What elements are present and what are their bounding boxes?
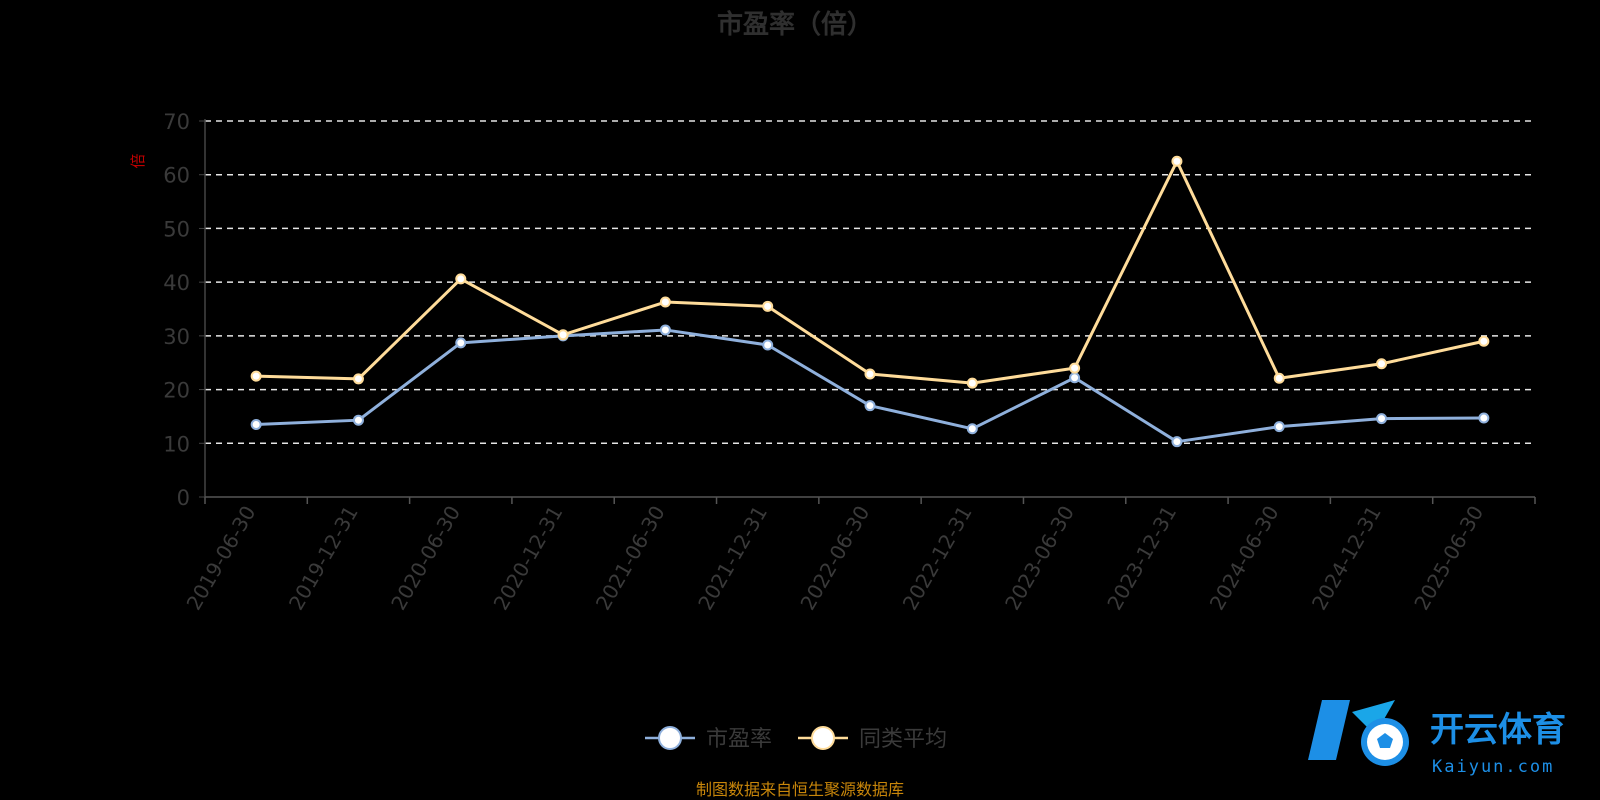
legend-label[interactable]: 同类平均 bbox=[859, 727, 947, 752]
x-tick-label: 2023-06-30 bbox=[1000, 502, 1079, 615]
data-point[interactable] bbox=[1478, 412, 1490, 424]
data-point[interactable] bbox=[966, 377, 978, 389]
data-point[interactable] bbox=[762, 300, 774, 312]
data-point[interactable] bbox=[455, 273, 467, 285]
source-note: 制图数据来自恒生聚源数据库 bbox=[696, 780, 904, 799]
series-line bbox=[256, 328, 1484, 444]
data-point[interactable] bbox=[352, 414, 364, 426]
series-line bbox=[256, 159, 1485, 385]
y-axis-ticks: 0 10 20 30 40 50 60 70 bbox=[163, 110, 206, 510]
y-axis-unit-label: 倍 bbox=[129, 153, 147, 168]
data-point[interactable] bbox=[1273, 372, 1285, 384]
x-tick-label: 2020-06-30 bbox=[386, 502, 465, 615]
data-point[interactable] bbox=[864, 368, 876, 380]
data-point[interactable] bbox=[1478, 335, 1490, 347]
watermark-domain: Kaiyun.com bbox=[1432, 757, 1554, 777]
data-point[interactable] bbox=[1376, 413, 1388, 425]
x-tick-label: 2020-12-31 bbox=[489, 502, 568, 615]
kaiyun-logo-icon bbox=[1308, 700, 1409, 766]
data-point[interactable] bbox=[864, 400, 876, 412]
y-tick-label: 20 bbox=[163, 379, 190, 403]
x-axis: 2019-06-30 2019-12-31 2020-06-30 2020-12-31… bbox=[182, 496, 1536, 615]
y-tick-label: 70 bbox=[163, 110, 190, 134]
x-tick-label: 2019-06-30 bbox=[182, 502, 261, 615]
x-tick-label: 2021-12-31 bbox=[693, 502, 772, 615]
y-tick-label: 30 bbox=[163, 325, 190, 349]
x-tick-label: 2024-12-31 bbox=[1307, 502, 1386, 615]
data-point[interactable] bbox=[352, 373, 364, 385]
y-tick-label: 40 bbox=[163, 271, 190, 295]
x-tick-label: 2022-12-31 bbox=[898, 501, 977, 614]
x-tick-label: 2025-06-30 bbox=[1409, 502, 1488, 615]
x-tick-label: 2024-06-30 bbox=[1205, 502, 1284, 615]
chart-title: 市盈率（倍） bbox=[717, 9, 873, 40]
data-point[interactable] bbox=[1376, 358, 1388, 370]
data-point[interactable] bbox=[659, 324, 671, 336]
legend: 市盈率 同类平均 bbox=[645, 726, 947, 752]
series-lines bbox=[250, 155, 1490, 448]
x-tick-label: 2021-06-30 bbox=[591, 502, 670, 615]
x-tick-label: 2023-12-31 bbox=[1102, 502, 1181, 615]
data-point[interactable] bbox=[1069, 362, 1081, 374]
data-point[interactable] bbox=[1171, 436, 1183, 448]
data-point[interactable] bbox=[1273, 421, 1285, 433]
x-tick-label: 2019-12-31 bbox=[284, 502, 363, 615]
y-tick-label: 0 bbox=[177, 486, 190, 510]
data-point[interactable] bbox=[250, 370, 262, 382]
legend-label[interactable]: 市盈率 bbox=[706, 727, 772, 752]
watermark-logo: 开云体育 Kaiyun.com bbox=[1308, 700, 1566, 777]
watermark-brand: 开云体育 bbox=[1430, 710, 1566, 750]
legend-marker[interactable] bbox=[811, 726, 835, 750]
data-point[interactable] bbox=[1171, 155, 1183, 167]
data-point[interactable] bbox=[659, 296, 671, 308]
data-point[interactable] bbox=[455, 337, 467, 349]
data-point[interactable] bbox=[966, 423, 978, 435]
data-point[interactable] bbox=[762, 339, 774, 351]
y-tick-label: 50 bbox=[163, 217, 190, 241]
y-tick-label: 60 bbox=[163, 164, 190, 188]
grid-lines bbox=[205, 120, 1535, 445]
data-point[interactable] bbox=[1069, 372, 1081, 384]
data-point[interactable] bbox=[557, 329, 569, 341]
legend-marker[interactable] bbox=[658, 726, 682, 750]
data-point[interactable] bbox=[250, 418, 262, 430]
x-tick-label: 2022-06-30 bbox=[795, 502, 874, 615]
y-tick-label: 10 bbox=[163, 432, 190, 456]
